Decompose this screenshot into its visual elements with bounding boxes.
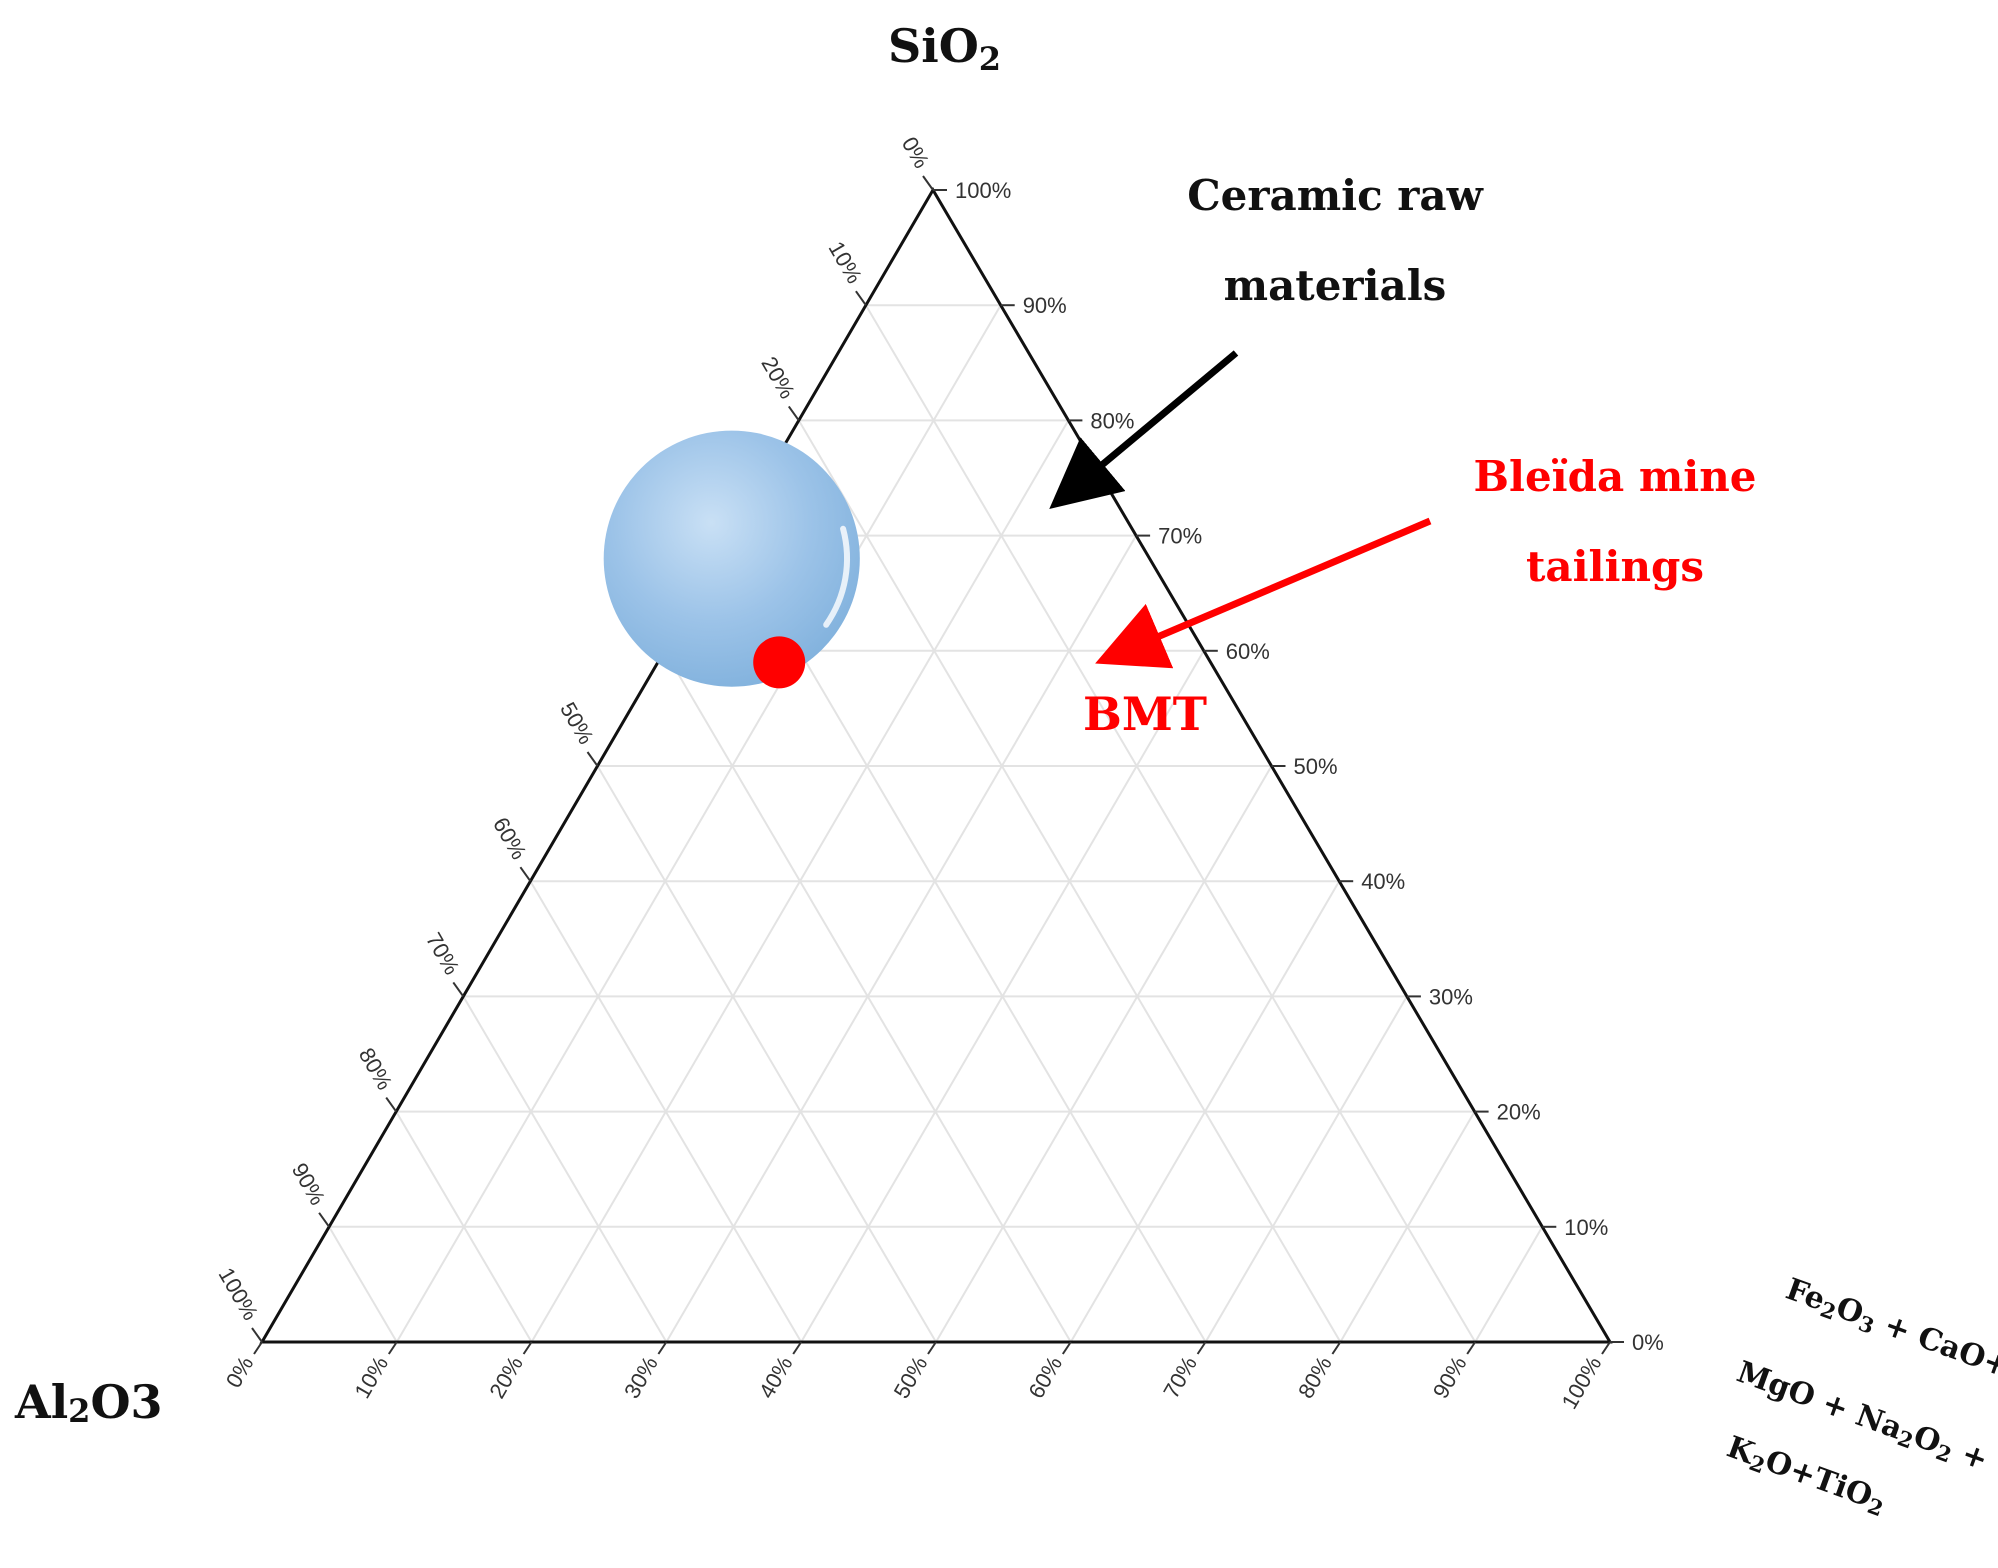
tick-bottom — [1601, 1341, 1611, 1355]
bmt-full-label-line1: Bleïda mine — [1474, 452, 1757, 501]
bottom-axis-tick-label: 80% — [1293, 1352, 1337, 1403]
bmt-data-point — [753, 636, 806, 689]
grid-line-al2o3 — [865, 304, 1477, 1343]
vertex-label-sio2: SiO2 — [888, 19, 1001, 78]
grid-line-flux — [1069, 880, 1341, 1343]
ceramic-arrow — [1049, 350, 1239, 509]
bottom-axis-tick-label: 100% — [1557, 1352, 1607, 1413]
left-axis-tick-label: 90% — [287, 1159, 331, 1210]
ceramic-raw-materials-region — [603, 430, 860, 687]
ceramic-region-highlight — [823, 525, 850, 628]
right-axis-tick-label: 0% — [1632, 1330, 1664, 1355]
grid-line-flux — [665, 535, 1137, 1343]
right-axis-tick-label: 70% — [1158, 524, 1202, 549]
tick-left — [787, 405, 800, 421]
flux-label-line1: Fe2O3 + CaO+ — [1781, 1272, 1998, 1387]
right-axis-tick-label: 90% — [1023, 293, 1067, 318]
left-axis-tick-label: 80% — [354, 1043, 398, 1094]
right-axis-tick-label: 30% — [1429, 984, 1473, 1009]
left-axis-tick-label: 20% — [756, 352, 800, 403]
grid-line-al2o3 — [462, 995, 668, 1343]
vertex-label-fluxes-3: K2O+TiO2 — [1722, 1430, 1891, 1522]
bottom-axis-tick-label: 90% — [1428, 1352, 1472, 1403]
right-axis-tick-label: 100% — [955, 178, 1011, 203]
grid-line-flux — [1204, 995, 1408, 1343]
left-axis-tick-label: 50% — [555, 698, 599, 749]
tick-left — [855, 290, 867, 306]
tick-bottom — [927, 1341, 937, 1355]
bottom-axis-tick-label: 50% — [889, 1352, 933, 1403]
left-axis-tick-label: 60% — [488, 813, 532, 864]
bmt-full-label-line2: tailings — [1526, 542, 1704, 591]
tick-bottom — [1196, 1341, 1207, 1355]
grid-line-flux — [1339, 1111, 1476, 1343]
grid-line-al2o3 — [596, 765, 937, 1343]
bottom-axis-tick-label: 60% — [1023, 1352, 1067, 1403]
right-axis-tick-label: 10% — [1564, 1215, 1608, 1240]
tick-bottom — [657, 1341, 668, 1355]
grid-line-flux — [1474, 1226, 1544, 1343]
bottom-axis-tick-label: 70% — [1158, 1352, 1202, 1403]
bottom-axis-tick-label: 30% — [619, 1352, 663, 1403]
tick-left — [452, 981, 465, 997]
tick-left — [922, 175, 934, 191]
tick-bottom — [1061, 1341, 1072, 1355]
tick-left — [318, 1212, 330, 1228]
tick-left — [251, 1327, 263, 1343]
tick-left — [586, 751, 599, 767]
right-axis-tick-label: 50% — [1294, 754, 1338, 779]
left-axis-tick-label: 70% — [421, 928, 465, 979]
left-axis-tick-label: 100% — [214, 1263, 264, 1324]
tick-bottom — [253, 1341, 263, 1355]
bottom-axis-tick-label: 20% — [484, 1352, 528, 1403]
tick-bottom — [387, 1341, 398, 1355]
bottom-axis-tick-labels: 0% 10% 20% 30% 40% 50% 60% 70% 80% 90% 100% — [221, 1352, 1607, 1413]
grid-line-al2o3 — [328, 1226, 398, 1343]
bottom-axis-tick-label: 0% — [221, 1352, 259, 1392]
left-axis-tick-labels: 0%10%20%30%40%50%60%70%80%90%100% — [214, 132, 935, 1324]
grid-line-flux — [935, 765, 1273, 1343]
ceramic-label-line1: Ceramic raw — [1187, 171, 1483, 220]
grid-lines — [328, 304, 1544, 1343]
grid-line-al2o3 — [395, 1111, 533, 1343]
vertex-label-fluxes: Fe2O3 + CaO+ — [1781, 1272, 1998, 1387]
tick-bottom — [792, 1341, 803, 1355]
ceramic-label-line2: materials — [1224, 261, 1447, 310]
bottom-axis-tick-label: 40% — [754, 1352, 798, 1403]
right-axis-tick-label: 20% — [1497, 1100, 1541, 1125]
left-axis-tick-label: 0% — [897, 132, 935, 172]
right-axis-tick-label: 60% — [1226, 639, 1270, 664]
grid-line-al2o3 — [529, 880, 803, 1343]
flux-label-line3: K2O+TiO2 — [1722, 1430, 1891, 1522]
tick-left — [385, 1097, 398, 1113]
bmt-arrow — [1095, 517, 1432, 669]
bottom-axis-tick-label: 10% — [349, 1352, 393, 1403]
tick-bottom — [1466, 1341, 1477, 1355]
bmt-label: BMT — [1083, 687, 1207, 741]
left-axis-tick-label: 10% — [824, 237, 868, 288]
tick-left — [519, 866, 532, 882]
grid-line-al2o3 — [730, 535, 1207, 1343]
right-axis-tick-label: 40% — [1361, 869, 1405, 894]
right-axis-tick-labels: 0% 10% 20% 30% 40% 50% 60% 70% 80% 90% 100% — [955, 178, 1664, 1355]
right-axis-tick-label: 80% — [1090, 408, 1134, 433]
grid-line-flux — [395, 304, 1002, 1343]
tick-bottom — [1331, 1341, 1342, 1355]
vertex-label-al2o3: Al2O3 — [14, 1375, 163, 1430]
tick-bottom — [522, 1341, 533, 1355]
